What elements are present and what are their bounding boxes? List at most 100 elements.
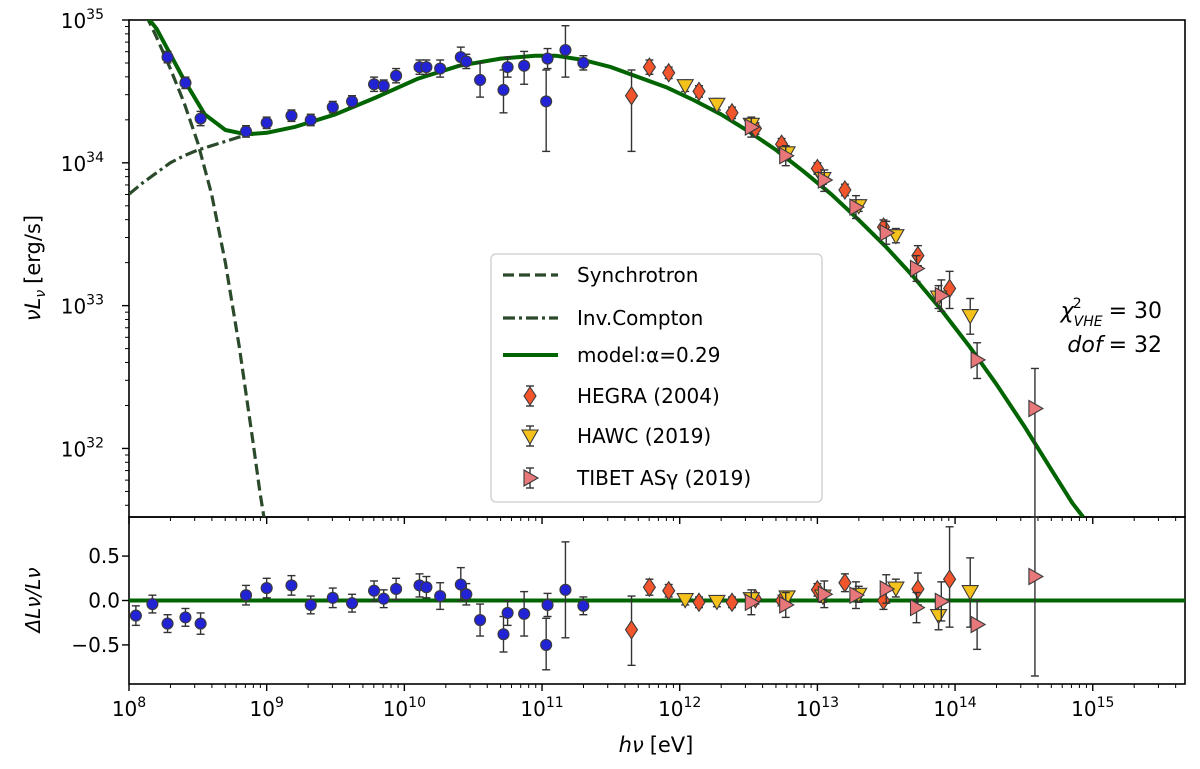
fermi-lat-data-point — [501, 61, 514, 74]
hegra-2004-data-point — [838, 180, 852, 200]
tibet-as-2019-data-point — [879, 223, 896, 242]
legend-synchrotron-label: Synchrotron — [577, 263, 698, 287]
fermi-lat-residual-point — [304, 598, 317, 611]
tibet-as-2019-data-point — [744, 118, 761, 137]
tibet-as-2019-residual-point — [744, 593, 761, 612]
y-tick-label: 1034 — [61, 150, 104, 176]
hawc-2019-residual-point — [778, 590, 797, 607]
tibet-as-2019-residual-point — [934, 592, 951, 611]
hawc-2019-residual-point — [929, 609, 948, 625]
hegra-2004-data-point — [624, 85, 639, 106]
x-tick-label: 1013 — [796, 695, 839, 721]
legend-triangle-right-marker — [523, 469, 540, 487]
fermi-lat-residual-point — [559, 583, 572, 596]
hegra-2004-data-point — [692, 81, 706, 102]
fermi-lat-residual-point — [129, 609, 142, 622]
fermi-lat-residual-point — [326, 591, 339, 604]
chi2-annotation: χ2 VHE = 30 — [1060, 296, 1162, 330]
fermi-lat-data-point — [577, 56, 590, 69]
fermi-lat-residual-point — [377, 592, 390, 605]
fermi-lat-data-point — [540, 95, 553, 108]
fermi-lat-data-point — [474, 73, 487, 87]
fermi-lat-data-point — [390, 69, 403, 82]
tibet-as-2019-data-point — [817, 171, 834, 189]
tibet-as-2019-residual-point — [879, 580, 896, 598]
fermi-lat-residual-point — [368, 584, 381, 597]
fermi-lat-residual-point — [540, 638, 553, 651]
fermi-lat-residual-point — [345, 597, 359, 610]
legend: Synchrotron Inv.Compton model:α=0.29 HEG… — [490, 253, 823, 503]
hawc-2019-residual-point — [676, 593, 695, 609]
y-axis-label-bottom: ΔLν/Lν — [21, 567, 45, 634]
x-axis-label: hν [eV] — [619, 733, 694, 757]
bottom-residual-points — [129, 517, 1045, 677]
fermi-lat-data-point — [559, 43, 572, 57]
legend-tibet-label: TIBET ASγ (2019) — [576, 466, 751, 490]
hegra-2004-residual-point — [838, 572, 852, 593]
hawc-2019-residual-point — [707, 594, 726, 611]
fermi-lat-residual-point — [161, 617, 174, 630]
tibet-as-2019-data-point — [1028, 399, 1045, 418]
fermi-lat-data-point — [460, 55, 473, 68]
fermi-lat-residual-point — [454, 578, 467, 591]
fermi-lat-data-point — [326, 101, 339, 114]
fermi-lat-data-point — [161, 51, 174, 64]
tibet-as-2019-residual-point — [909, 598, 926, 617]
residual-y-tick-label: 0.0 — [88, 589, 120, 613]
hegra-2004-residual-point — [725, 592, 739, 613]
fermi-lat-residual-point — [474, 613, 487, 627]
hegra-2004-data-point — [642, 57, 657, 78]
legend-model-label: model:α=0.29 — [577, 343, 721, 367]
hawc-2019-data-point — [961, 309, 980, 325]
tibet-as-2019-residual-point — [779, 595, 795, 614]
x-tick-label: 109 — [249, 695, 283, 721]
y-tick-label: 1033 — [61, 293, 104, 319]
tibet-as-2019-data-point — [909, 259, 926, 278]
y-tick-label: 1035 — [61, 7, 104, 33]
x-tick-label: 1015 — [1071, 695, 1114, 721]
legend-box — [490, 253, 823, 503]
x-tick-label: 108 — [112, 695, 146, 721]
hawc-2019-residual-point — [961, 585, 980, 601]
fermi-lat-data-point — [239, 125, 253, 138]
hegra-2004-data-point — [942, 278, 957, 299]
tibet-as-2019-data-point — [849, 198, 866, 217]
residual-y-tick-label: 0.5 — [88, 544, 120, 568]
x-tick-label: 1011 — [520, 695, 563, 721]
fermi-lat-residual-point — [518, 607, 531, 620]
tibet-as-2019-residual-point — [970, 615, 987, 634]
fermi-lat-residual-point — [420, 581, 433, 594]
fermi-lat-data-point — [518, 59, 531, 72]
hawc-2019-data-point — [676, 79, 695, 95]
bottom-axis-ticks: 108 109 1010 1011 1012 1013 1014 1015 −0.5 0.0 0.5 — [71, 544, 1177, 721]
fermi-lat-data-point — [179, 76, 192, 89]
fermi-lat-residual-point — [577, 599, 590, 612]
hegra-2004-residual-point — [942, 569, 957, 590]
x-tick-label: 1014 — [933, 695, 976, 721]
fermi-lat-data-point — [434, 62, 447, 75]
fermi-lat-data-point — [194, 112, 207, 125]
legend-diamond-marker — [523, 386, 537, 406]
hegra-2004-residual-point — [662, 580, 676, 601]
fermi-lat-data-point — [304, 113, 317, 127]
top-data-points — [161, 25, 1045, 517]
fermi-lat-data-point — [345, 95, 359, 108]
fermi-lat-residual-point — [501, 606, 514, 619]
hegra-2004-data-point — [725, 102, 739, 123]
tibet-as-2019-data-point — [934, 286, 951, 305]
dof-annotation: dof = 32 — [1067, 333, 1162, 358]
fermi-lat-residual-point — [434, 590, 447, 603]
x-tick-label: 1010 — [383, 695, 426, 721]
fermi-lat-data-point — [285, 109, 298, 122]
fermi-lat-residual-point — [146, 598, 159, 611]
tibet-as-2019-residual-point — [1028, 567, 1045, 586]
fermi-lat-data-point — [497, 83, 510, 97]
legend-hawc-label: HAWC (2019) — [577, 424, 711, 448]
hegra-2004-residual-point — [911, 579, 925, 599]
tibet-as-2019-residual-point — [817, 585, 834, 604]
inverse-compton-curve — [129, 132, 254, 196]
legend-markers — [521, 385, 540, 489]
legend-compton-label: Inv.Compton — [577, 306, 703, 330]
fermi-lat-residual-point — [239, 589, 253, 602]
